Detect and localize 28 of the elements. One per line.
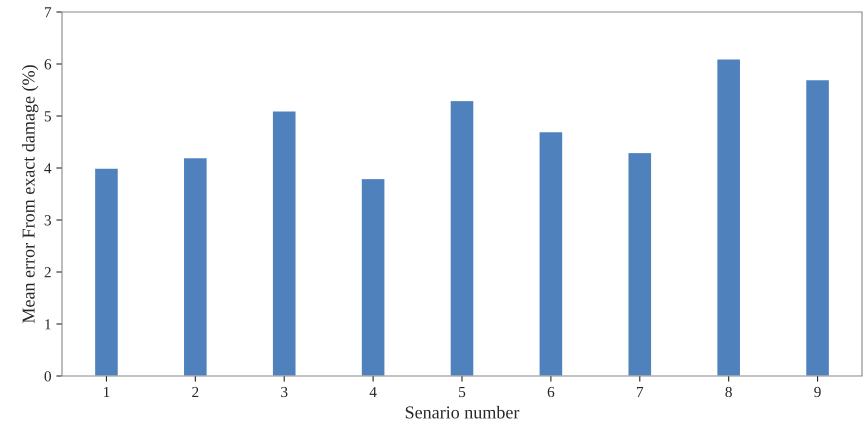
y-tick-label: 4 bbox=[44, 163, 52, 174]
x-axis-title: Senario number bbox=[406, 406, 520, 419]
bar bbox=[94, 167, 120, 376]
x-tick-label: 1 bbox=[104, 386, 110, 398]
bar bbox=[182, 156, 208, 376]
bar bbox=[272, 110, 297, 376]
x-tick-label: 6 bbox=[548, 386, 554, 398]
bar bbox=[449, 100, 475, 376]
y-tick-label: 2 bbox=[44, 267, 51, 278]
bar bbox=[804, 78, 830, 376]
y-axis-title: Mean error From exact damage (%) bbox=[22, 65, 38, 324]
x-tick-label: 8 bbox=[725, 386, 732, 398]
x-tick-label: 4 bbox=[370, 386, 377, 398]
bar bbox=[538, 130, 564, 376]
y-tick-label: 3 bbox=[44, 215, 51, 226]
x-tick-label: 2 bbox=[192, 386, 198, 398]
y-tick-label: 0 bbox=[44, 371, 51, 382]
x-tick-label: 3 bbox=[281, 386, 288, 398]
x-tick-label: 9 bbox=[814, 386, 821, 398]
x-tick-label: 5 bbox=[459, 387, 466, 398]
y-tick-label: 7 bbox=[44, 7, 52, 18]
x-tick-label: 7 bbox=[636, 387, 644, 398]
bar bbox=[627, 152, 652, 376]
y-tick-label: 1 bbox=[45, 319, 51, 330]
bar bbox=[360, 178, 386, 376]
bar bbox=[716, 58, 742, 376]
y-tick-label: 5 bbox=[44, 111, 51, 122]
y-tick-label: 6 bbox=[44, 59, 52, 70]
